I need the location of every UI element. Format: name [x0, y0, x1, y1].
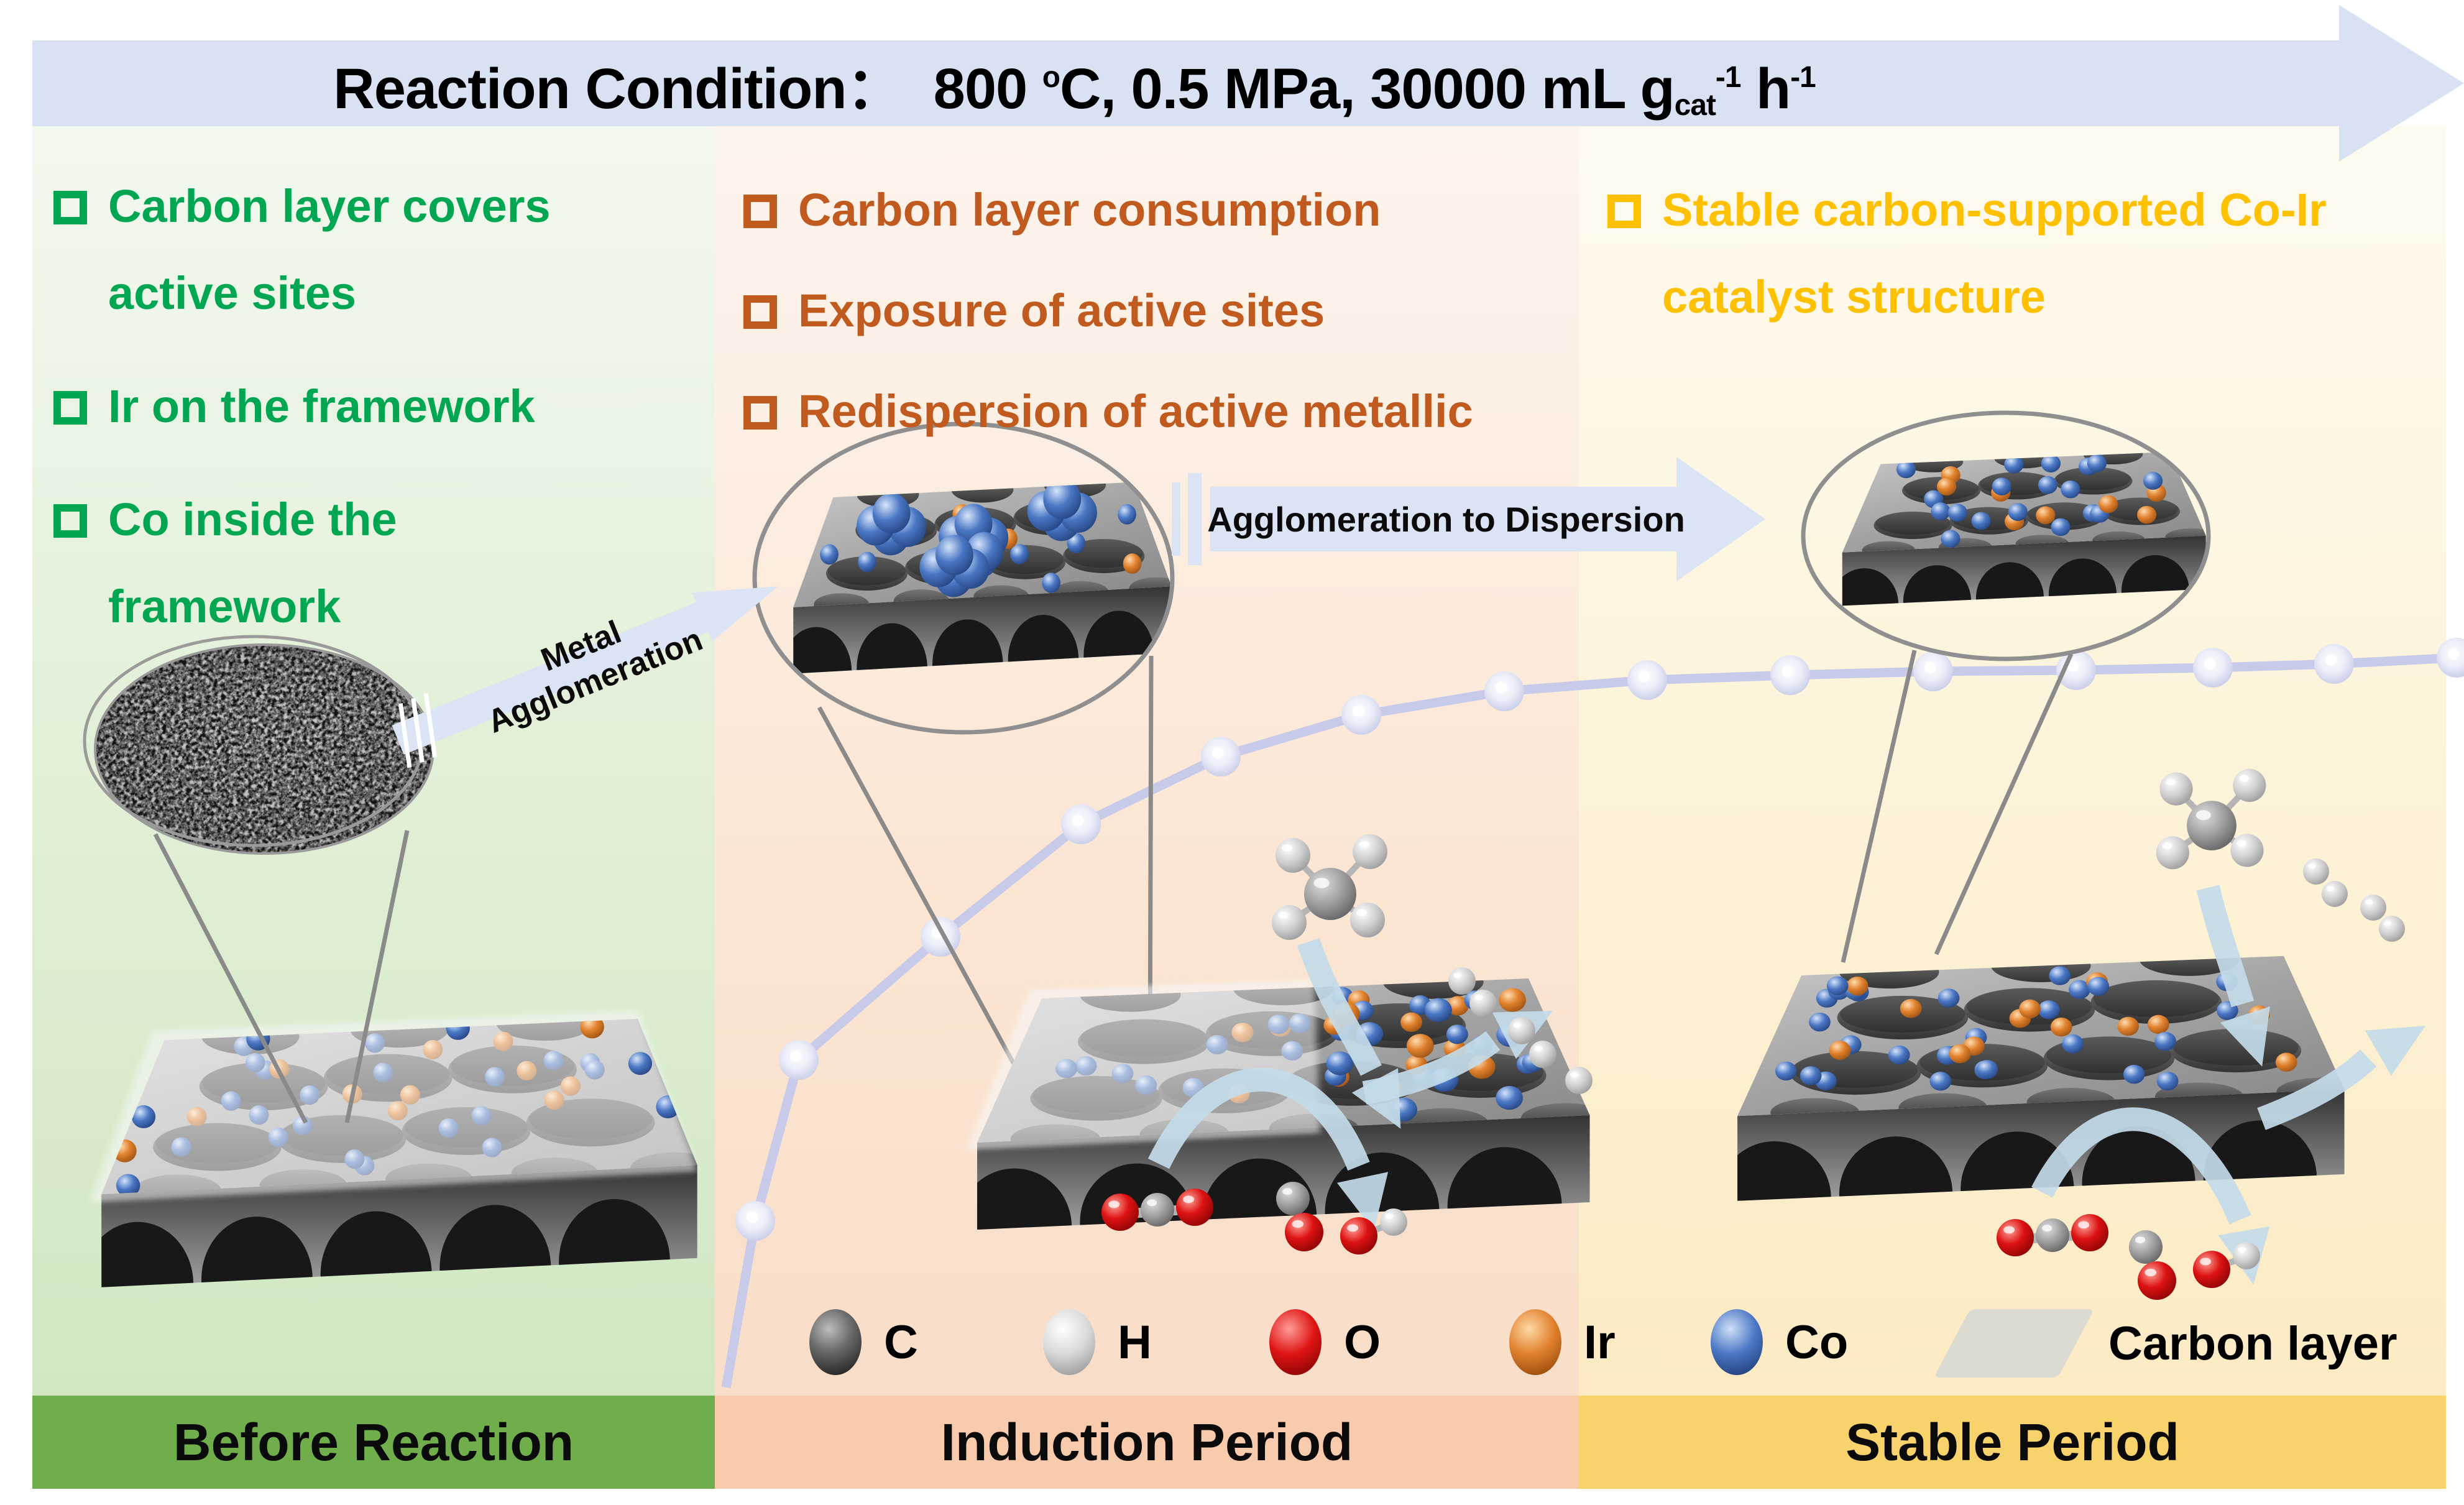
arrow-tail-stripe-icon [1172, 482, 1180, 556]
arrow-tail-stripe-icon [1188, 473, 1202, 565]
checkbox-icon [1607, 195, 1641, 228]
list-item: Ir on the framework [53, 363, 632, 450]
stable-period-bullets: Stable carbon-supported Co-Ir catalyst s… [1607, 167, 2335, 341]
carbon-atom-icon [809, 1309, 862, 1375]
panel-stable-period [1579, 126, 2446, 1489]
checkbox-icon [53, 504, 87, 538]
legend-item-oxygen: O [1269, 1309, 1381, 1375]
footer-label: Before Reaction [173, 1412, 574, 1471]
legend-label: Ir [1584, 1315, 1616, 1369]
footer-before-reaction: Before Reaction [32, 1396, 715, 1489]
bullet-text: Ir on the framework [108, 380, 535, 432]
checkbox-icon [53, 191, 87, 224]
legend-item-carbon: C [809, 1309, 918, 1375]
checkbox-icon [743, 396, 777, 430]
bullet-text: Carbon layer consumption [798, 184, 1381, 236]
footer-stable-period: Stable Period [1579, 1396, 2446, 1489]
footer-label: Stable Period [1846, 1412, 2179, 1471]
list-item: Carbon layer covers active sites [53, 163, 632, 337]
legend-label: C [884, 1315, 918, 1369]
bullet-text: Exposure of active sites [798, 285, 1325, 336]
carbon-layer-swatch [1933, 1309, 2095, 1378]
checkbox-icon [53, 391, 87, 425]
bullet-text: Carbon layer covers active sites [108, 180, 551, 319]
bullet-text: Co inside the framework [108, 494, 397, 632]
legend-item-cobalt: Co [1711, 1309, 1848, 1375]
checkbox-icon [743, 195, 777, 228]
panel-induction-period [715, 126, 1579, 1489]
legend-item-iridium: Ir [1509, 1309, 1616, 1375]
list-item: Stable carbon-supported Co-Ir catalyst s… [1607, 167, 2335, 341]
bullet-text: Redispersion of active metallic [798, 385, 1473, 437]
reaction-condition-banner: Reaction Condition： 800 oC, 0.5 MPa, 300… [32, 40, 2340, 126]
legend-label: Co [1785, 1315, 1849, 1369]
iridium-atom-icon [1509, 1309, 1561, 1375]
legend-label: H [1118, 1315, 1152, 1369]
footer-label: Induction Period [940, 1412, 1353, 1471]
footer-induction-period: Induction Period [715, 1396, 1579, 1489]
list-item: Exposure of active sites [743, 267, 1570, 354]
hydrogen-atom-icon [1043, 1309, 1095, 1375]
induction-period-bullets: Carbon layer consumption Exposure of act… [743, 167, 1570, 469]
legend-label: O [1344, 1315, 1381, 1369]
bullet-text: Stable carbon-supported Co-Ir catalyst s… [1662, 184, 2327, 323]
cobalt-atom-icon [1711, 1309, 1763, 1375]
legend-item-hydrogen: H [1043, 1309, 1152, 1375]
oxygen-atom-icon [1269, 1309, 1322, 1375]
legend-label: Carbon layer [2108, 1317, 2397, 1370]
list-item: Carbon layer consumption [743, 167, 1570, 254]
list-item: Co inside the framework [53, 476, 632, 650]
before-reaction-bullets: Carbon layer covers active sites Ir on t… [53, 163, 632, 676]
agglomeration-to-dispersion-arrow: Agglomeration to Dispersion [1172, 457, 1765, 581]
legend-item-carbon-layer: Carbon layer [1933, 1309, 2397, 1378]
banner-title: Reaction Condition： 800 oC, 0.5 MPa, 300… [333, 57, 1816, 122]
list-item: Redispersion of active metallic [743, 368, 1570, 455]
checkbox-icon [743, 295, 777, 329]
agglomeration-to-dispersion-label: Agglomeration to Dispersion [1207, 499, 1685, 539]
